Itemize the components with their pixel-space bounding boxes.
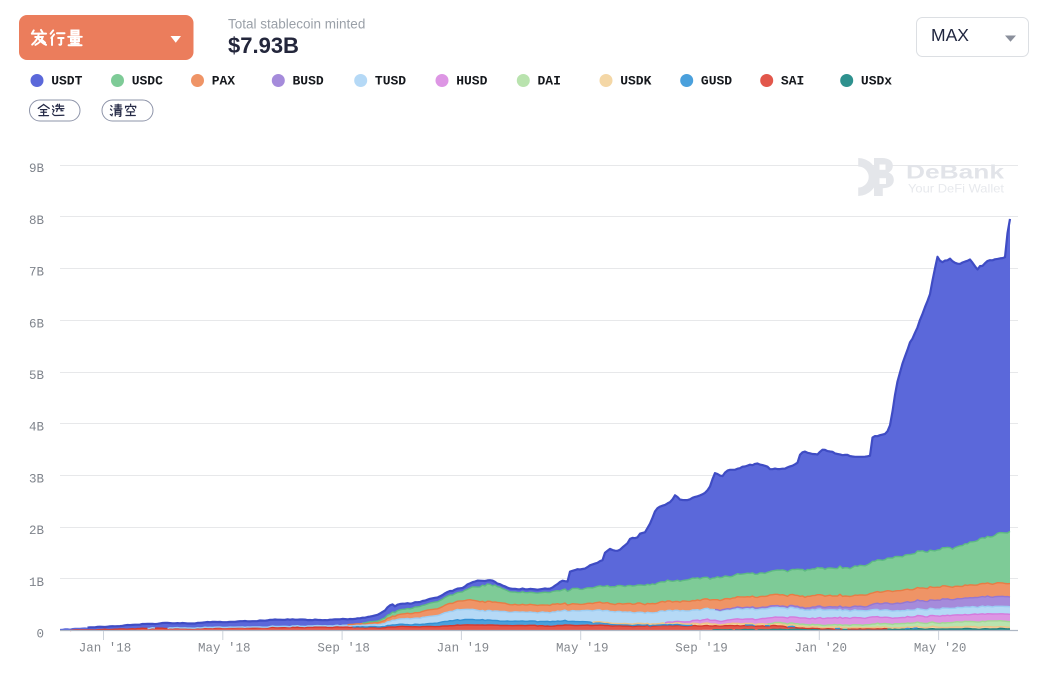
svg-text:USDK: USDK (620, 74, 651, 89)
svg-text:MAX: MAX (931, 25, 969, 45)
svg-text:Jan '18: Jan '18 (79, 642, 132, 656)
svg-text:HUSD: HUSD (456, 74, 487, 89)
svg-text:8B: 8B (29, 214, 45, 228)
svg-text:Your DeFi Wallet: Your DeFi Wallet (908, 182, 1005, 196)
svg-text:DAI: DAI (538, 74, 561, 89)
svg-text:$7.93B: $7.93B (228, 33, 299, 58)
svg-text:PAX: PAX (212, 74, 236, 89)
svg-text:Sep '18: Sep '18 (317, 642, 370, 656)
svg-text:1B: 1B (29, 576, 45, 590)
svg-text:7B: 7B (29, 266, 45, 280)
svg-text:May '19: May '19 (556, 642, 609, 656)
svg-text:2B: 2B (29, 524, 45, 538)
svg-text:9B: 9B (29, 162, 45, 176)
svg-text:USDx: USDx (861, 74, 892, 89)
svg-text:BUSD: BUSD (293, 74, 324, 89)
svg-text:May '18: May '18 (198, 642, 251, 656)
svg-text:3B: 3B (29, 472, 45, 486)
svg-text:6B: 6B (29, 317, 45, 331)
svg-text:DeBank: DeBank (906, 163, 1005, 184)
svg-text:Jan '19: Jan '19 (437, 642, 490, 656)
svg-text:4B: 4B (29, 421, 45, 435)
svg-text:USDC: USDC (132, 74, 163, 89)
svg-text:SAI: SAI (781, 74, 804, 89)
svg-text:GUSD: GUSD (701, 74, 732, 89)
svg-text:Total stablecoin minted: Total stablecoin minted (228, 17, 365, 32)
svg-text:0: 0 (36, 628, 44, 642)
svg-text:May '20: May '20 (914, 642, 967, 656)
svg-text:Sep '19: Sep '19 (675, 642, 728, 656)
svg-text:Jan '20: Jan '20 (795, 642, 848, 656)
svg-text:TUSD: TUSD (375, 74, 406, 89)
svg-text:5B: 5B (29, 369, 45, 383)
svg-text:USDT: USDT (51, 74, 82, 89)
